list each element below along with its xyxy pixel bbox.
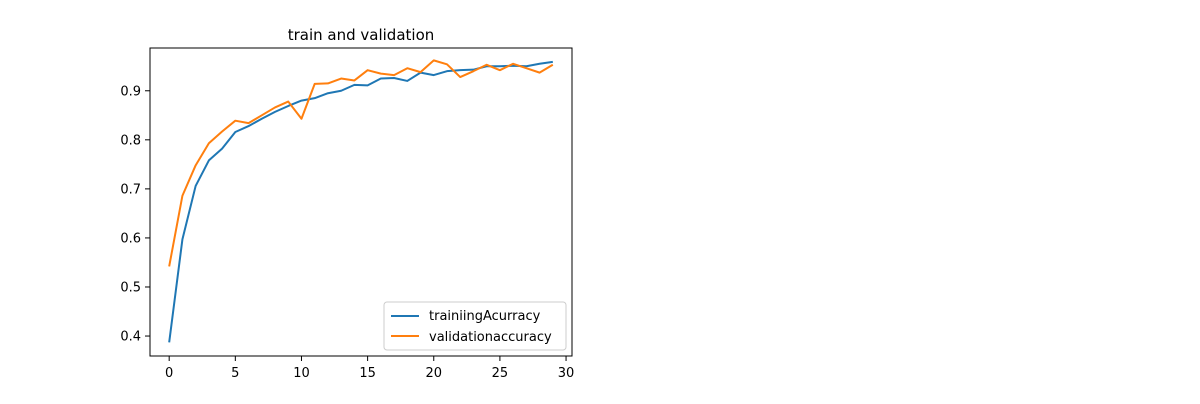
y-tick-label: 0.4 — [120, 330, 141, 345]
legend: trainiingAcurracy validationaccuracy — [383, 301, 567, 351]
y-tick-label: 0.7 — [120, 182, 141, 197]
y-axis-ticks: 0.4 0.5 0.6 0.7 0.8 0.9 — [120, 84, 150, 345]
series-group — [168, 59, 554, 343]
x-tick-label: 10 — [293, 366, 310, 381]
plot-area-frame — [149, 47, 573, 357]
x-tick-label: 20 — [425, 366, 442, 381]
legend-label-validation: validationaccuracy — [429, 330, 552, 345]
x-tick-label: 0 — [165, 366, 173, 381]
legend-label-training: trainiingAcurracy — [429, 309, 541, 324]
x-tick-label: 30 — [558, 366, 575, 381]
x-tick-label: 5 — [231, 366, 239, 381]
x-axis-ticks: 0 5 10 15 20 25 30 — [165, 356, 574, 381]
x-tick-label: 25 — [492, 366, 509, 381]
y-tick-label: 0.6 — [120, 231, 141, 246]
y-tick-label: 0.8 — [120, 133, 141, 148]
chart-title: train and validation — [288, 26, 435, 44]
y-tick-label: 0.5 — [120, 280, 141, 295]
legend-box — [383, 301, 567, 351]
y-tick-label: 0.9 — [120, 84, 141, 99]
x-tick-label: 15 — [359, 366, 376, 381]
series-line-1 — [168, 59, 554, 267]
